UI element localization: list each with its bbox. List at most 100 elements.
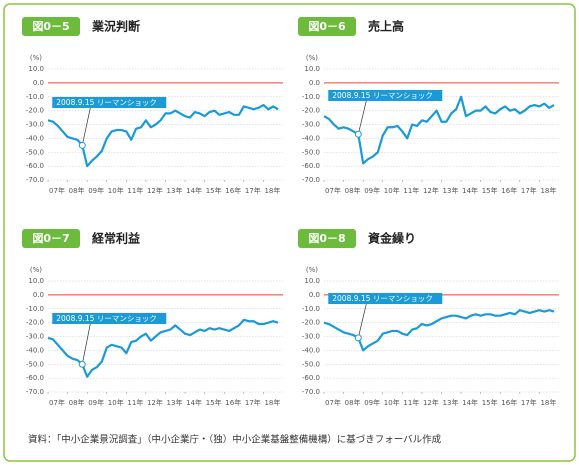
x-tick-label: 17年 (245, 398, 261, 407)
y-tick-label: -20.0 (302, 319, 320, 327)
y-unit: (%) (30, 54, 42, 62)
event-marker (354, 130, 362, 138)
y-tick-label: -20.0 (302, 107, 320, 115)
x-tick-label: 08年 (345, 398, 361, 407)
y-tick-label: -70.0 (302, 388, 320, 396)
series-line (323, 95, 555, 165)
y-tick-label: -20.0 (26, 319, 44, 327)
y-tick-label: 0.0 (33, 79, 44, 87)
x-tick-label: 09年 (364, 186, 380, 195)
x-tick-label: 11年 (403, 186, 419, 195)
x-tick-label: 11年 (127, 186, 143, 195)
annotation: 2008.9.15 リーマンショック (332, 294, 433, 303)
y-tick-label: -50.0 (302, 360, 320, 368)
figure-label: 図0－5 (32, 19, 69, 33)
chart-title: 売上高 (368, 19, 404, 34)
x-tick-label: 14年 (186, 186, 202, 195)
x-tick-label: 09年 (364, 398, 380, 407)
x-tick-label: 18年 (540, 186, 556, 195)
y-tick-label: -50.0 (26, 148, 44, 156)
annotation-box (52, 313, 167, 324)
figure-label: 図0－6 (308, 19, 346, 33)
y-tick-label: -40.0 (302, 134, 320, 142)
y-tick-label: -60.0 (26, 374, 44, 382)
y-tick-label: -50.0 (302, 148, 320, 156)
x-tick-label: 08年 (69, 186, 85, 195)
y-tick-label: -70.0 (302, 176, 320, 184)
callout-line (81, 323, 91, 365)
y-tick-label: 10.0 (28, 277, 44, 285)
x-tick-label: 17年 (245, 186, 261, 195)
figure-label-box (22, 229, 80, 248)
x-tick-label: 07年 (49, 186, 65, 195)
event-marker (354, 334, 362, 342)
y-tick-label: -10.0 (26, 93, 44, 101)
y-tick-label: -10.0 (26, 305, 44, 313)
x-tick-label: 07年 (325, 186, 341, 195)
chart-title: 経常利益 (92, 231, 140, 246)
figure-label-box (22, 17, 80, 36)
x-tick-label: 12年 (147, 398, 163, 407)
x-tick-label: 10年 (384, 186, 400, 195)
x-tick-label: 14年 (462, 186, 478, 195)
x-tick-label: 11年 (403, 398, 419, 407)
source-note: 資料：「中小企業景況調査」（中小企業庁・（独）中小企業基盤整備機構）に基づきフォ… (28, 434, 442, 446)
x-tick-label: 16年 (501, 186, 517, 195)
y-unit: (%) (306, 54, 318, 62)
x-tick-label: 16年 (225, 398, 241, 407)
y-tick-label: -40.0 (26, 134, 44, 142)
x-tick-label: 15年 (206, 186, 222, 195)
y-tick-label: -10.0 (302, 305, 320, 313)
x-tick-label: 09年 (88, 186, 104, 195)
y-tick-label: -60.0 (302, 374, 320, 382)
x-tick-label: 15年 (482, 398, 498, 407)
x-tick-label: 12年 (423, 398, 439, 407)
annotation-box (328, 90, 443, 101)
y-tick-label: -30.0 (302, 333, 320, 341)
x-tick-label: 14年 (462, 398, 478, 407)
frame (3, 3, 576, 462)
y-tick-label: -40.0 (26, 346, 44, 354)
figure-label: 図0－8 (308, 231, 345, 245)
chart-title: 資金繰り (368, 231, 416, 246)
x-tick-label: 08年 (69, 398, 85, 407)
x-tick-label: 12年 (147, 186, 163, 195)
event-marker (78, 360, 86, 368)
y-tick-label: 10.0 (304, 65, 320, 73)
y-tick-label: -10.0 (302, 93, 320, 101)
y-tick-label: -60.0 (302, 162, 320, 170)
y-tick-label: -20.0 (26, 107, 44, 115)
x-tick-label: 18年 (540, 398, 556, 407)
figure-label-box (298, 17, 356, 36)
x-tick-label: 13年 (167, 186, 183, 195)
x-tick-label: 18年 (264, 186, 280, 195)
x-tick-label: 13年 (443, 398, 459, 407)
x-tick-label: 16年 (225, 186, 241, 195)
x-tick-label: 07年 (49, 398, 65, 407)
y-tick-label: -30.0 (26, 333, 44, 341)
x-tick-label: 18年 (264, 398, 280, 407)
y-tick-label: -40.0 (302, 346, 320, 354)
chart-title: 業況判断 (91, 19, 140, 34)
y-tick-label: 0.0 (33, 291, 44, 299)
x-tick-label: 15年 (482, 186, 498, 195)
x-tick-label: 13年 (167, 398, 183, 407)
y-unit: (%) (306, 266, 318, 274)
x-tick-label: 15年 (206, 398, 222, 407)
x-tick-label: 13年 (443, 186, 459, 195)
y-tick-label: -50.0 (26, 360, 44, 368)
y-tick-label: 10.0 (304, 277, 320, 285)
x-tick-label: 10年 (384, 398, 400, 407)
y-tick-label: -70.0 (26, 388, 44, 396)
figure-label: 図0－7 (32, 231, 69, 245)
x-tick-label: 16年 (501, 398, 517, 407)
y-tick-label: -70.0 (26, 176, 44, 184)
x-tick-label: 10年 (108, 398, 124, 407)
annotation-box (328, 293, 443, 304)
y-unit: (%) (30, 266, 42, 274)
y-tick-label: 10.0 (28, 65, 44, 73)
callout-line (81, 107, 91, 146)
x-tick-label: 07年 (325, 398, 341, 407)
x-tick-label: 08年 (345, 186, 361, 195)
series-line (47, 103, 279, 168)
